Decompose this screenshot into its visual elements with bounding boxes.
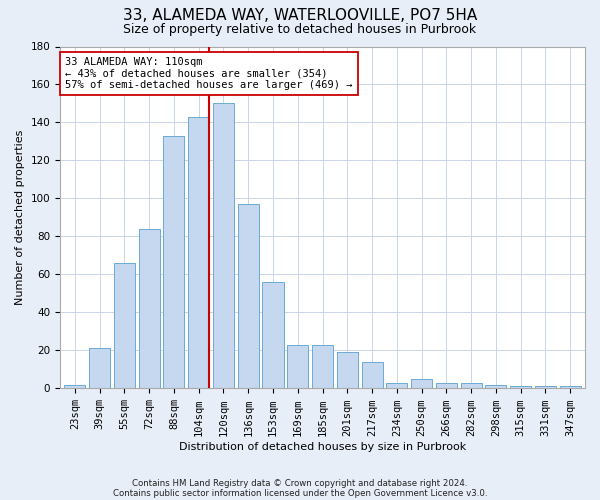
Y-axis label: Number of detached properties: Number of detached properties bbox=[15, 130, 25, 305]
Bar bbox=[535, 386, 556, 388]
X-axis label: Distribution of detached houses by size in Purbrook: Distribution of detached houses by size … bbox=[179, 442, 466, 452]
Bar bbox=[114, 263, 135, 388]
Bar bbox=[436, 382, 457, 388]
Bar bbox=[485, 384, 506, 388]
Bar bbox=[362, 362, 383, 388]
Bar bbox=[312, 344, 333, 389]
Bar bbox=[287, 344, 308, 389]
Bar bbox=[238, 204, 259, 388]
Text: 33 ALAMEDA WAY: 110sqm
← 43% of detached houses are smaller (354)
57% of semi-de: 33 ALAMEDA WAY: 110sqm ← 43% of detached… bbox=[65, 57, 353, 90]
Bar bbox=[337, 352, 358, 388]
Bar bbox=[510, 386, 531, 388]
Bar bbox=[213, 104, 234, 389]
Bar bbox=[64, 384, 85, 388]
Text: Size of property relative to detached houses in Purbrook: Size of property relative to detached ho… bbox=[124, 22, 476, 36]
Bar bbox=[262, 282, 284, 389]
Bar bbox=[411, 379, 432, 388]
Text: 33, ALAMEDA WAY, WATERLOOVILLE, PO7 5HA: 33, ALAMEDA WAY, WATERLOOVILLE, PO7 5HA bbox=[123, 8, 477, 22]
Bar bbox=[163, 136, 184, 388]
Bar bbox=[560, 386, 581, 388]
Bar bbox=[89, 348, 110, 389]
Bar bbox=[461, 382, 482, 388]
Bar bbox=[188, 117, 209, 388]
Bar bbox=[139, 229, 160, 388]
Bar bbox=[386, 382, 407, 388]
Text: Contains public sector information licensed under the Open Government Licence v3: Contains public sector information licen… bbox=[113, 488, 487, 498]
Text: Contains HM Land Registry data © Crown copyright and database right 2024.: Contains HM Land Registry data © Crown c… bbox=[132, 478, 468, 488]
